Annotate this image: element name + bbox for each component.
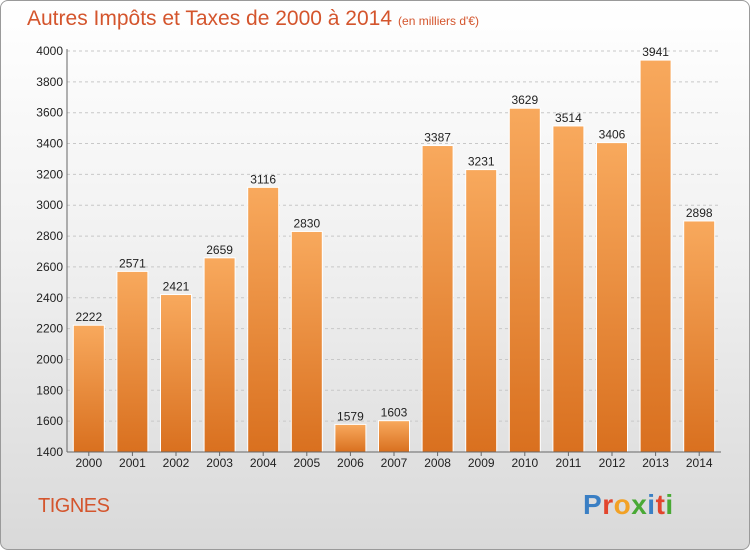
bar-2013[interactable]: [639, 59, 672, 453]
bar-2006[interactable]: [334, 423, 367, 453]
bar-2011[interactable]: [552, 125, 585, 453]
value-label: 1579: [337, 409, 364, 423]
proxiti-logo[interactable]: Proxiti: [583, 489, 674, 521]
value-label: 2421: [163, 280, 190, 294]
chart-title-text: Autres Impôts et Taxes de 2000 à 2014: [27, 7, 393, 30]
value-label: 2830: [293, 216, 320, 230]
logo-letter: i: [647, 489, 656, 520]
x-tick-label: 2000: [75, 456, 102, 470]
y-tick-label: 2000: [36, 352, 63, 366]
place-name: TIGNES: [38, 495, 110, 517]
value-label: 3941: [642, 45, 669, 59]
value-label: 3387: [424, 131, 451, 145]
chart-title: Autres Impôts et Taxes de 2000 à 2014 (en…: [27, 7, 479, 31]
y-tick-label: 3000: [36, 198, 63, 212]
chart-subtitle: (en milliers d'€): [398, 14, 480, 28]
value-label: 2222: [75, 310, 102, 324]
x-tick-label: 2005: [293, 456, 320, 470]
y-tick-label: 2200: [36, 322, 63, 336]
y-tick-label: 2400: [36, 291, 63, 305]
bar-2014[interactable]: [683, 220, 716, 453]
logo-letter: t: [655, 489, 666, 520]
bars: 2222 2571 2421 2659 3116 2830 1579 1603 3387 3231…: [72, 45, 716, 453]
logo-letter: o: [613, 489, 632, 520]
bar-2010[interactable]: [508, 107, 541, 453]
x-tick-label: 2011: [555, 456, 581, 470]
bar-2009[interactable]: [465, 169, 498, 453]
y-tick-label: 2600: [36, 260, 63, 274]
x-tick-label: 2014: [686, 456, 713, 470]
bar-2008[interactable]: [421, 145, 454, 453]
y-tick-label: 1600: [36, 414, 63, 428]
value-label: 3406: [599, 128, 626, 142]
bar-2005[interactable]: [290, 230, 323, 453]
axes: 1400 1600 1800 2000 2200 2400 2600 2800 3000 3200…: [36, 44, 721, 470]
y-tick-label: 3600: [36, 106, 63, 120]
value-label: 3629: [511, 93, 538, 107]
value-label: 2659: [206, 243, 233, 257]
logo-letter: i: [665, 489, 674, 520]
x-tick-label: 2007: [381, 456, 408, 470]
x-tick-label: 2008: [424, 456, 451, 470]
bar-2000[interactable]: [72, 324, 105, 453]
value-label: 3231: [468, 155, 495, 169]
x-tick-label: 2013: [642, 456, 669, 470]
y-tick-label: 4000: [36, 44, 63, 58]
bar-2007[interactable]: [378, 420, 410, 453]
x-tick-label: 2012: [599, 456, 626, 470]
bar-2003[interactable]: [203, 257, 236, 453]
bar-2012[interactable]: [596, 142, 628, 453]
y-tick-label: 3200: [36, 167, 63, 181]
x-tick-label: 2003: [206, 456, 233, 470]
bar-2002[interactable]: [160, 294, 192, 453]
y-tick-label: 1800: [36, 383, 63, 397]
x-tick-label: 2001: [119, 456, 146, 470]
logo-letter: P: [583, 489, 603, 520]
logo-letter: x: [631, 489, 648, 520]
value-label: 2571: [119, 256, 146, 270]
y-tick-label: 3800: [36, 75, 63, 89]
bar-2001[interactable]: [116, 270, 149, 453]
value-label: 3116: [250, 172, 276, 186]
x-tick-label: 2004: [250, 456, 277, 470]
y-tick-label: 2800: [36, 229, 63, 243]
value-label: 2898: [686, 206, 713, 220]
value-label: 1603: [381, 406, 408, 420]
x-tick-label: 2010: [511, 456, 538, 470]
logo-letter: r: [602, 489, 614, 520]
y-tick-label: 1400: [36, 445, 63, 459]
x-tick-label: 2009: [468, 456, 495, 470]
x-tick-label: 2002: [163, 456, 190, 470]
x-tick-label: 2006: [337, 456, 364, 470]
bar-2004[interactable]: [247, 186, 280, 453]
y-tick-label: 3400: [36, 137, 63, 151]
value-label: 3514: [555, 111, 582, 125]
